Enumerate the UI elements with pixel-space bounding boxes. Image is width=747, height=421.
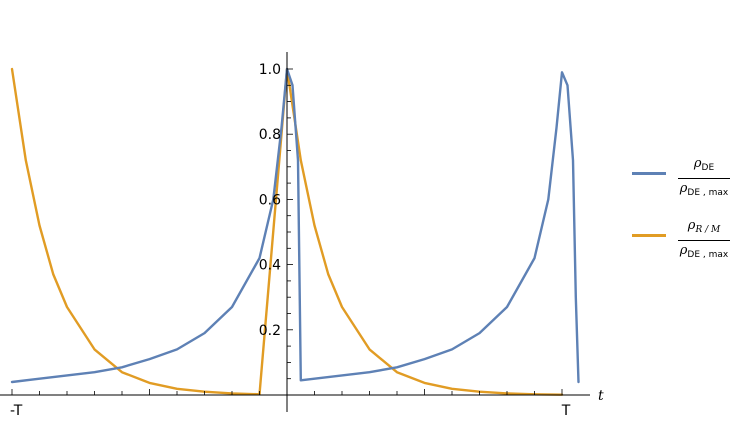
legend-item-rm: ρR / M ρDE , max <box>628 212 747 274</box>
y-tick-label: 0.6 <box>259 192 281 208</box>
legend-denominator-de: ρDE , max <box>679 181 729 198</box>
x-axis-label: t <box>598 388 604 404</box>
legend-label-de: ρDE ρDE , max <box>678 156 730 201</box>
y-tick-label: 1.0 <box>259 62 281 78</box>
legend: ρDE ρDE , max ρR / M ρDE , max <box>628 150 747 274</box>
fraction-bar <box>678 240 730 241</box>
legend-numerator-de: ρDE <box>693 156 715 173</box>
series-line-de <box>10 67 580 384</box>
y-tick-label: 0.8 <box>259 127 281 143</box>
fraction-bar <box>678 178 730 179</box>
legend-swatch-rm <box>632 234 666 237</box>
y-tick-label: 0.4 <box>259 258 281 274</box>
legend-numerator-rm: ρR / M <box>687 218 721 235</box>
curves-layer <box>10 67 580 396</box>
x-tick-label: -T <box>10 403 23 419</box>
legend-item-de: ρDE ρDE , max <box>628 150 747 212</box>
x-tick-label: T <box>561 403 571 419</box>
y-tick-label: 0.2 <box>259 323 281 339</box>
legend-label-rm: ρR / M ρDE , max <box>678 218 730 263</box>
legend-swatch-de <box>632 172 666 175</box>
axes-layer: -T Tt 0.2 0.4 0.6 0.8 1.0 <box>0 52 604 419</box>
legend-denominator-rm: ρDE , max <box>679 243 729 260</box>
